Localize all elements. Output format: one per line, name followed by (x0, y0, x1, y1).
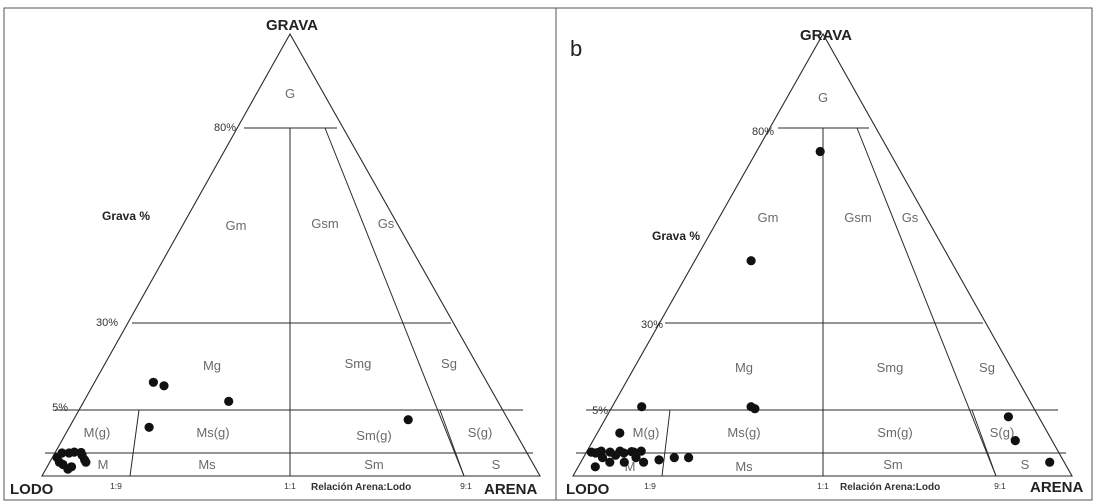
zone-s: S (492, 457, 501, 472)
apex-grava: GRAVA (800, 27, 852, 44)
gravel-axis-label: Grava % (652, 229, 700, 243)
sample-point (636, 446, 646, 456)
ratio-9-1-lower (971, 409, 997, 477)
tick-1-1: 1:1 (284, 481, 296, 491)
sample-point (590, 462, 600, 472)
level-5: 5% (592, 405, 608, 417)
ratio-9-1-lower (439, 409, 465, 477)
sample-point (69, 447, 79, 457)
zone-sm: Sm (883, 457, 903, 472)
zone-gm: Gm (226, 218, 247, 233)
ratio-axis-label: Relación Arena:Lodo (311, 482, 411, 493)
level-80: 80% (752, 126, 774, 138)
zone-s-g: S(g) (468, 425, 493, 440)
zone-m-g: M(g) (84, 425, 111, 440)
zone-ms: Ms (735, 459, 753, 474)
sample-point (669, 453, 679, 463)
sample-point (611, 450, 621, 460)
sample-point (1045, 457, 1055, 467)
ratio-9-1-upper (856, 127, 997, 477)
sample-point (605, 457, 615, 467)
sample-point (144, 422, 154, 432)
sample-point (619, 457, 629, 467)
zone-gsm: Gsm (844, 210, 871, 225)
corner-lodo: LODO (10, 481, 54, 498)
zone-gsm: Gsm (311, 216, 338, 231)
sample-point (1010, 436, 1020, 446)
sample-point (684, 453, 694, 463)
zone-sm-g: Sm(g) (356, 428, 391, 443)
zone-ms-g: Ms(g) (727, 425, 760, 440)
zone-m-g: M(g) (633, 425, 660, 440)
tick-9-1: 9:1 (460, 481, 472, 491)
sample-point (815, 146, 825, 157)
sample-point (627, 447, 637, 457)
sample-point (148, 377, 158, 387)
zone-sg: Sg (979, 360, 995, 375)
level-80: 80% (214, 122, 236, 134)
zone-sg: Sg (441, 356, 457, 371)
panel-letter: b (570, 36, 582, 61)
ratio-axis-label: Relación Arena:Lodo (840, 482, 940, 493)
panel-a: GRAVA LODO ARENA Grava % 80% 30% 5% 1:9 … (10, 17, 541, 498)
zone-gm: Gm (758, 210, 779, 225)
ratio-1-9-lower (129, 409, 140, 477)
zone-s-g: S(g) (990, 425, 1015, 440)
zone-sm: Sm (364, 457, 384, 472)
zone-g: G (818, 90, 828, 105)
zone-mg: Mg (735, 360, 753, 375)
corner-arena: ARENA (1030, 479, 1084, 496)
sample-point (224, 396, 234, 406)
sample-points (52, 377, 413, 474)
zone-m: M (625, 459, 636, 474)
sample-points (586, 146, 1055, 472)
zone-gs: Gs (902, 210, 919, 225)
figure-border (3, 7, 1093, 501)
zone-smg: Smg (877, 360, 904, 375)
sample-point (593, 447, 603, 458)
sample-point (637, 402, 647, 412)
level-30: 30% (96, 317, 118, 329)
triangle-outline (41, 32, 541, 477)
sample-point (57, 448, 67, 458)
zone-smg: Smg (345, 356, 372, 371)
sample-point (615, 428, 625, 438)
sample-point (403, 415, 413, 425)
sample-point (81, 457, 91, 467)
sample-point (639, 457, 649, 467)
corner-arena: ARENA (484, 481, 538, 498)
zone-mg: Mg (203, 358, 221, 373)
sample-point (76, 447, 86, 458)
sample-point (654, 455, 664, 465)
corner-lodo: LODO (566, 481, 610, 498)
ratio-1-9-lower (661, 409, 671, 477)
tick-1-1: 1:1 (817, 481, 829, 491)
sample-point (750, 404, 760, 414)
ratio-9-1-upper (324, 127, 465, 477)
sample-point (1003, 412, 1014, 422)
tick-1-9: 1:9 (110, 481, 122, 491)
zone-sm-g: Sm(g) (877, 425, 912, 440)
zone-m: M (98, 457, 109, 472)
level-30: 30% (641, 319, 663, 331)
zone-ms-g: Ms(g) (196, 425, 229, 440)
tick-1-9: 1:9 (644, 481, 656, 491)
apex-grava: GRAVA (266, 17, 318, 34)
tick-9-1: 9:1 (994, 481, 1006, 491)
zone-g: G (285, 86, 295, 101)
panel-b: b GRAVA LODO ARENA Grava % 80% 30% 5% 1:… (566, 27, 1084, 498)
sample-point (619, 448, 629, 458)
level-5: 5% (52, 402, 68, 414)
sample-point (63, 464, 73, 474)
zone-s: S (1021, 457, 1030, 472)
sample-point (159, 381, 169, 391)
zone-gs: Gs (378, 216, 395, 231)
zone-ms: Ms (198, 457, 216, 472)
gravel-axis-label: Grava % (102, 209, 150, 223)
sample-point (746, 256, 756, 266)
